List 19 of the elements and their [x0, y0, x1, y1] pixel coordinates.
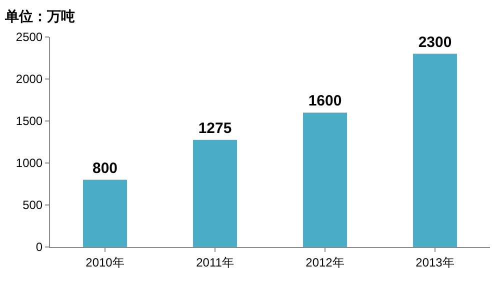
- y-tick-label: 2500: [16, 30, 43, 44]
- chart-title: 单位：万吨: [4, 8, 75, 24]
- y-tick-label: 1500: [16, 114, 43, 128]
- data-label: 2300: [418, 34, 452, 51]
- bar: [193, 140, 237, 247]
- x-tick-label: 2011年: [196, 255, 234, 270]
- bar: [303, 112, 347, 247]
- y-tick-label: 0: [36, 240, 43, 254]
- y-tick-label: 1000: [16, 156, 43, 170]
- x-tick-label: 2012年: [306, 255, 344, 270]
- data-label: 1275: [198, 120, 232, 137]
- y-tick-label: 2000: [16, 72, 43, 86]
- x-tick-label: 2010年: [86, 255, 124, 270]
- bar: [83, 180, 127, 247]
- data-label: 800: [92, 160, 118, 177]
- data-label: 1600: [308, 92, 342, 110]
- x-tick-label: 2013年: [416, 255, 454, 270]
- bar: [413, 54, 457, 247]
- y-tick-label: 500: [22, 198, 43, 212]
